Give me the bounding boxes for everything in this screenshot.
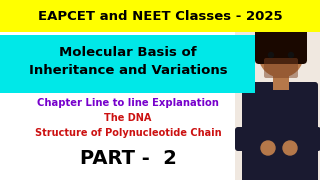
- Circle shape: [259, 33, 303, 77]
- Bar: [273, 68, 289, 90]
- Text: The DNA: The DNA: [104, 113, 152, 123]
- FancyBboxPatch shape: [285, 127, 320, 151]
- Text: Molecular Basis of: Molecular Basis of: [59, 46, 197, 58]
- Bar: [295, 35, 303, 60]
- Text: Chapter Line to line Explanation: Chapter Line to line Explanation: [37, 98, 219, 108]
- Circle shape: [268, 53, 274, 57]
- Bar: [0, 0, 320, 32]
- Bar: [235, 0, 320, 180]
- FancyBboxPatch shape: [235, 127, 276, 151]
- Bar: [259, 35, 267, 60]
- Bar: [0, 35, 255, 93]
- Text: PART -  2: PART - 2: [80, 148, 176, 168]
- Text: EAPCET and NEET Classes - 2025: EAPCET and NEET Classes - 2025: [38, 10, 282, 22]
- Text: Inheritance and Variations: Inheritance and Variations: [29, 64, 227, 76]
- Circle shape: [289, 53, 293, 57]
- Circle shape: [261, 141, 275, 155]
- Text: Structure of Polynucleotide Chain: Structure of Polynucleotide Chain: [35, 128, 221, 138]
- FancyBboxPatch shape: [242, 82, 318, 180]
- FancyBboxPatch shape: [264, 58, 298, 78]
- Circle shape: [283, 141, 297, 155]
- FancyBboxPatch shape: [255, 24, 307, 64]
